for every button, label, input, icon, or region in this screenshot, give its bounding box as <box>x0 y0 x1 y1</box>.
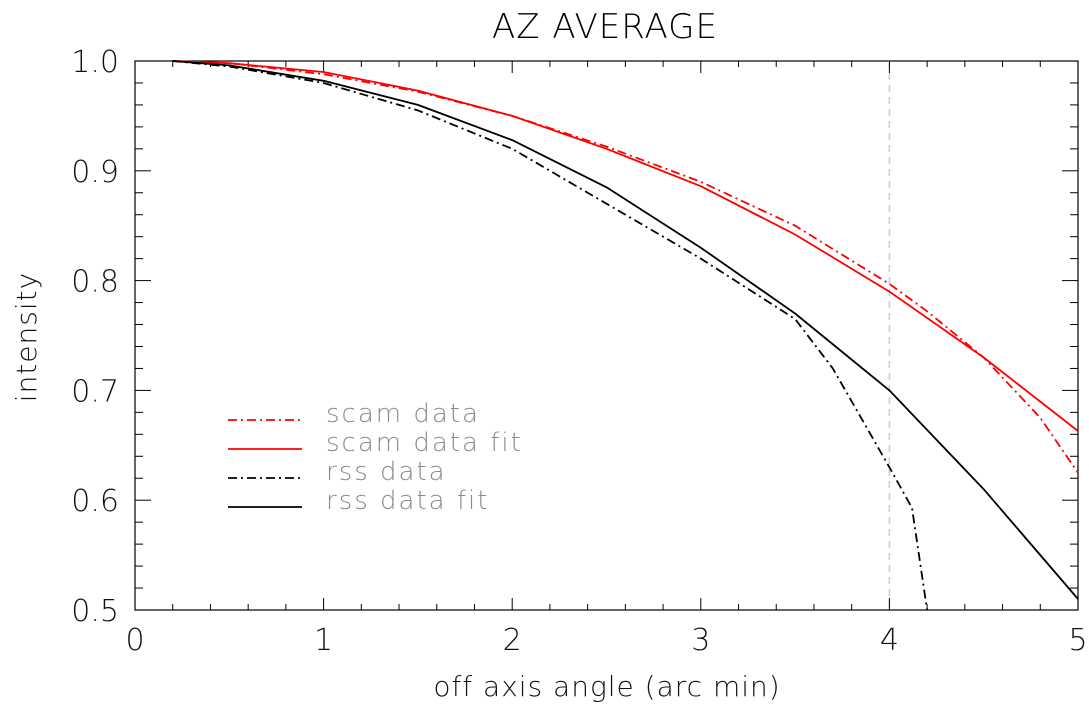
series-line-rss-data-fit <box>172 60 1079 600</box>
x-tick-label: 3 <box>691 623 710 658</box>
series-line-scam-data <box>172 60 1079 474</box>
axis-ticks: 0 1 2 3 4 5 0.5 0.6 0.7 0.8 0.9 1.0 <box>71 45 1087 658</box>
legend-label: rss data fit <box>326 486 489 516</box>
legend-label: scam data <box>326 399 480 429</box>
series-layer <box>172 60 1079 611</box>
x-tick-label: 4 <box>880 623 899 658</box>
y-tick-label: 0.8 <box>71 265 119 300</box>
x-tick-label: 0 <box>125 623 144 658</box>
y-tick-label: 0.6 <box>71 484 119 519</box>
y-tick-label: 0.9 <box>71 155 119 190</box>
series-line-scam-data-fit <box>172 60 1079 432</box>
y-tick-label: 1.0 <box>71 45 119 80</box>
x-tick-label: 5 <box>1068 623 1087 658</box>
x-axis-label: off axis angle (arc min) <box>433 670 780 703</box>
x-tick-label: 1 <box>314 623 333 658</box>
chart-title: AZ AVERAGE <box>492 7 718 47</box>
legend-label: scam data fit <box>326 428 523 458</box>
y-axis-label: intensity <box>10 272 43 402</box>
y-tick-label: 0.7 <box>71 374 119 409</box>
series-line-rss-data <box>172 60 928 611</box>
x-tick-label: 2 <box>503 623 522 658</box>
y-tick-label: 0.5 <box>71 594 119 629</box>
legend-label: rss data <box>326 457 447 487</box>
plot-frame <box>134 60 1079 611</box>
